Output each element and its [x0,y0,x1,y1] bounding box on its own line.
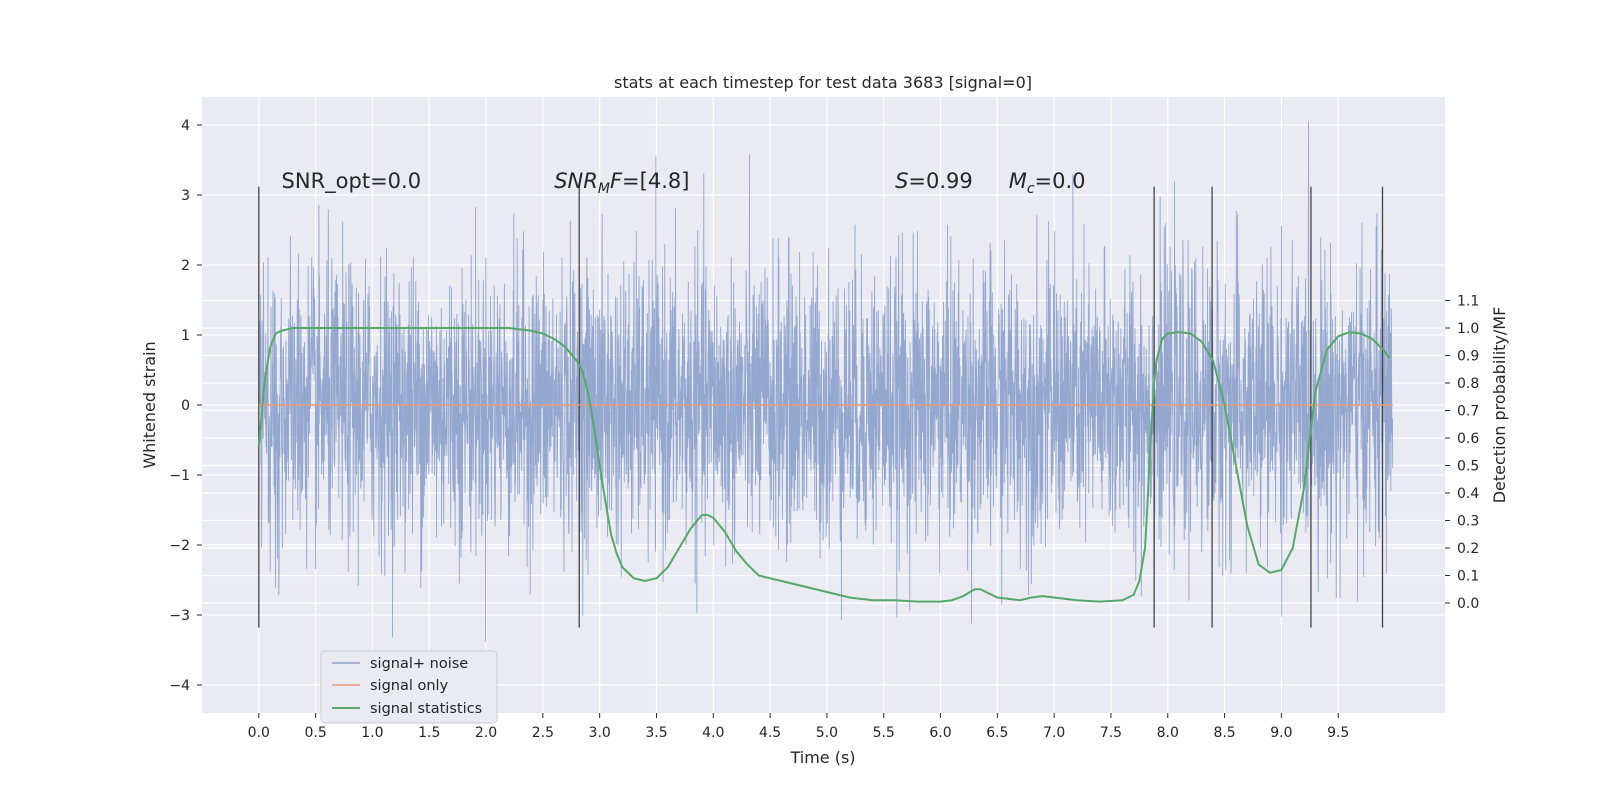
y-tick-label-right: 0.4 [1457,486,1479,502]
x-tick-label: 3.0 [589,725,611,741]
annotation-text: SNRMF=[4.8] [554,169,689,197]
chart-title: stats at each timestep for test data 368… [614,73,1032,92]
legend-label-statistics: signal statistics [370,701,482,717]
x-ticks: 0.0 0.5 1.0 1.5 2.0 2.5 3.0 3.5 4.0 4.5 5.0 5.5 6.0 6… [248,713,1349,741]
x-tick-label: 6.5 [986,725,1008,741]
annotation-text: S=0.99 [895,169,973,193]
legend-box [320,650,498,724]
x-tick-label: 7.5 [1100,725,1122,741]
y-axis-label: Whitened strain [140,341,159,468]
signal-statistics-series [257,327,1391,603]
noise-line [258,121,1394,642]
x-tick-label: 8.0 [1157,725,1179,741]
y-tick-label-right: 0.2 [1457,541,1479,557]
y-tick-label: −1 [169,468,190,484]
y-tick-label: −3 [169,608,190,624]
x-tick-label: 1.5 [418,725,440,741]
x-tick-label: 5.0 [816,725,838,741]
y-tick-label: −4 [169,678,190,694]
x-tick-label: 3.5 [645,725,667,741]
x-tick-label: 9.5 [1327,725,1349,741]
annotations: SNR_opt=0.0 SNRMF=[4.8] S=0.99 Mc=0.0 [282,169,1086,197]
y-tick-label: 2 [181,258,190,274]
y-tick-label: 1 [181,328,190,344]
y-tick-label-right: 0.9 [1457,349,1479,365]
vertical-markers [258,186,1384,628]
y-ticks-left: 4 3 2 1 0 −1 −2 −3 −4 [169,118,202,694]
y-tick-label-right: 1.0 [1457,321,1479,337]
x-tick-label: 4.5 [759,725,781,741]
y-tick-label: 3 [181,188,190,204]
y-tick-label: 4 [181,118,190,134]
x-tick-label: 0.0 [248,725,270,741]
x-tick-label: 1.0 [361,725,383,741]
x-tick-label: 2.5 [532,725,554,741]
y-tick-label-right: 0.0 [1457,596,1479,612]
legend-label-signal: signal only [370,678,449,694]
x-tick-label: 4.0 [702,725,724,741]
y-tick-label: 0 [181,398,190,414]
legend: signal+ noise signal only signal statist… [320,650,498,724]
annotation-text: SNR_opt=0.0 [282,169,422,194]
legend-label-noise: signal+ noise [370,656,468,672]
y-tick-label-right: 0.1 [1457,569,1479,585]
x-tick-label: 8.5 [1213,725,1235,741]
x-tick-label: 5.5 [873,725,895,741]
annotation-text: Mc=0.0 [1009,169,1086,197]
y-tick-label-right: 0.6 [1457,431,1479,447]
x-tick-label: 7.0 [1043,725,1065,741]
y-tick-label-right: 0.3 [1457,514,1479,530]
y-tick-label-right: 0.8 [1457,376,1479,392]
x-axis-label: Time (s) [789,748,855,767]
y-tick-label-right: 0.7 [1457,404,1479,420]
x-tick-label: 0.5 [304,725,326,741]
x-tick-label: 2.0 [475,725,497,741]
y-ticks-right: 0.0 0.1 0.2 0.3 0.4 0.5 0.6 0.7 0.8 0.9 1.0 1.1 [1445,294,1479,612]
statistics-line [257,327,1391,603]
y-tick-label-right: 0.5 [1457,459,1479,475]
x-tick-label: 6.0 [929,725,951,741]
x-tick-label: 9.0 [1270,725,1292,741]
y-tick-label-right: 1.1 [1457,294,1479,310]
y-tick-label: −2 [169,538,190,554]
y-axis-label-right: Detection probability/MF [1490,307,1509,504]
noise-series [258,121,1394,642]
